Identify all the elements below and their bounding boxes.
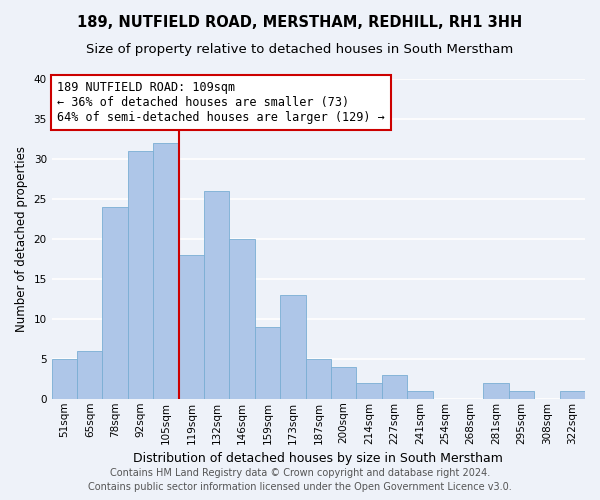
Bar: [255, 327, 280, 399]
Bar: [204, 191, 229, 399]
Text: 189 NUTFIELD ROAD: 109sqm
← 36% of detached houses are smaller (73)
64% of semi-: 189 NUTFIELD ROAD: 109sqm ← 36% of detac…: [57, 80, 385, 124]
Bar: [331, 367, 356, 399]
Text: Contains HM Land Registry data © Crown copyright and database right 2024.
Contai: Contains HM Land Registry data © Crown c…: [88, 468, 512, 492]
Bar: [509, 391, 534, 399]
Text: Size of property relative to detached houses in South Merstham: Size of property relative to detached ho…: [86, 42, 514, 56]
Bar: [52, 359, 77, 399]
Y-axis label: Number of detached properties: Number of detached properties: [15, 146, 28, 332]
Bar: [128, 151, 153, 399]
Bar: [484, 383, 509, 399]
Bar: [229, 239, 255, 399]
Bar: [77, 351, 103, 399]
X-axis label: Distribution of detached houses by size in South Merstham: Distribution of detached houses by size …: [133, 452, 503, 465]
Bar: [356, 383, 382, 399]
Bar: [103, 207, 128, 399]
Bar: [407, 391, 433, 399]
Text: 189, NUTFIELD ROAD, MERSTHAM, REDHILL, RH1 3HH: 189, NUTFIELD ROAD, MERSTHAM, REDHILL, R…: [77, 15, 523, 30]
Bar: [280, 295, 305, 399]
Bar: [179, 255, 204, 399]
Bar: [560, 391, 585, 399]
Bar: [305, 359, 331, 399]
Bar: [153, 143, 179, 399]
Bar: [382, 375, 407, 399]
